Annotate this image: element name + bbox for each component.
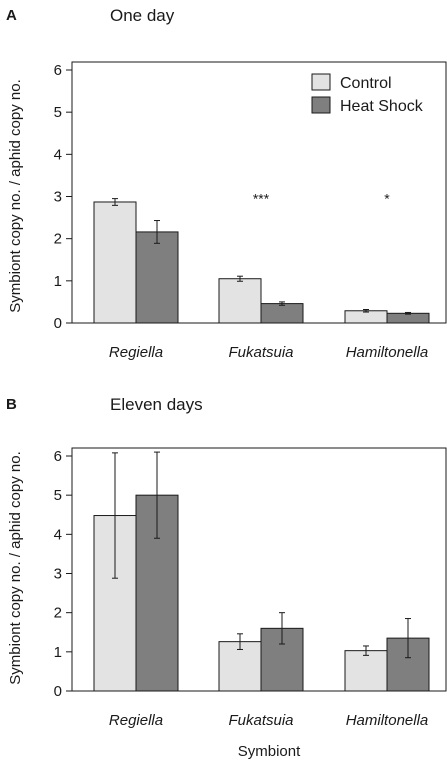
panel-b-category-label: Fukatsuia (228, 712, 293, 729)
panel-b-y-tick-label: 3 (54, 566, 62, 583)
panel-a-category-label: Hamiltonella (346, 344, 429, 361)
panel-a-category-label: Regiella (109, 344, 163, 361)
panel-a-y-tick-label: 6 (54, 62, 62, 79)
legend-label-control: Control (340, 75, 392, 92)
panel-b-plot: 0 1 2 3 4 5 6 Regiella Fukatsuia Hamiltonella (54, 447, 447, 729)
panel-b-y-tick-label: 6 (54, 448, 62, 465)
x-axis-label: Symbiont (238, 743, 301, 760)
panel-a-y-tick-label: 0 (54, 315, 62, 332)
panel-b-y-tick-label: 4 (54, 526, 62, 543)
panel-b-y-tick-label: 1 (54, 644, 62, 661)
panel-b-y-axis-label: Symbiont copy no. / aphid copy no. (7, 451, 24, 684)
panel-b-y-tick-label: 2 (54, 605, 62, 622)
panel-a-bar-heat-shock (260, 303, 304, 324)
panel-a-plot: 0 1 2 3 4 5 6 Regiella Fukatsuia *** Hamiltonella * (54, 61, 447, 361)
panel-a-bar-control (93, 201, 137, 324)
panel-a-letter: A (6, 7, 17, 24)
panel-b-category-label: Hamiltonella (346, 712, 429, 729)
panel-a-significance-marker: *** (253, 191, 270, 207)
legend: Control Heat Shock (311, 73, 424, 115)
panel-a-significance-marker: * (384, 191, 390, 207)
legend-swatch-heat-shock (311, 96, 331, 114)
legend-swatch-control (311, 73, 331, 91)
panel-a-y-axis-label: Symbiont copy no. / aphid copy no. (7, 79, 24, 312)
panel-a-category-label: Fukatsuia (228, 344, 293, 361)
panel-a-y-tick-label: 4 (54, 146, 62, 163)
panel-a-bar-control (344, 310, 388, 324)
panel-a-bar-heat-shock (135, 231, 179, 324)
panel-a-y-tick-label: 3 (54, 189, 62, 206)
panel-b-title: Eleven days (110, 395, 203, 414)
panel-a-title: One day (110, 6, 175, 25)
panel-a-y-tick-label: 1 (54, 273, 62, 290)
panel-b-y-tick-label: 0 (54, 683, 62, 700)
panel-a-y-tick-label: 2 (54, 231, 62, 248)
panel-b-letter: B (6, 396, 17, 413)
panel-b-y-tick-label: 5 (54, 487, 62, 504)
panel-b-bar-control (344, 650, 388, 692)
panel-a-bar-heat-shock (386, 312, 430, 324)
panel-a-y-tick-label: 5 (54, 104, 62, 121)
panel-a-bar-control (218, 278, 262, 324)
legend-label-heat-shock: Heat Shock (340, 98, 424, 115)
panel-b-category-label: Regiella (109, 712, 163, 729)
